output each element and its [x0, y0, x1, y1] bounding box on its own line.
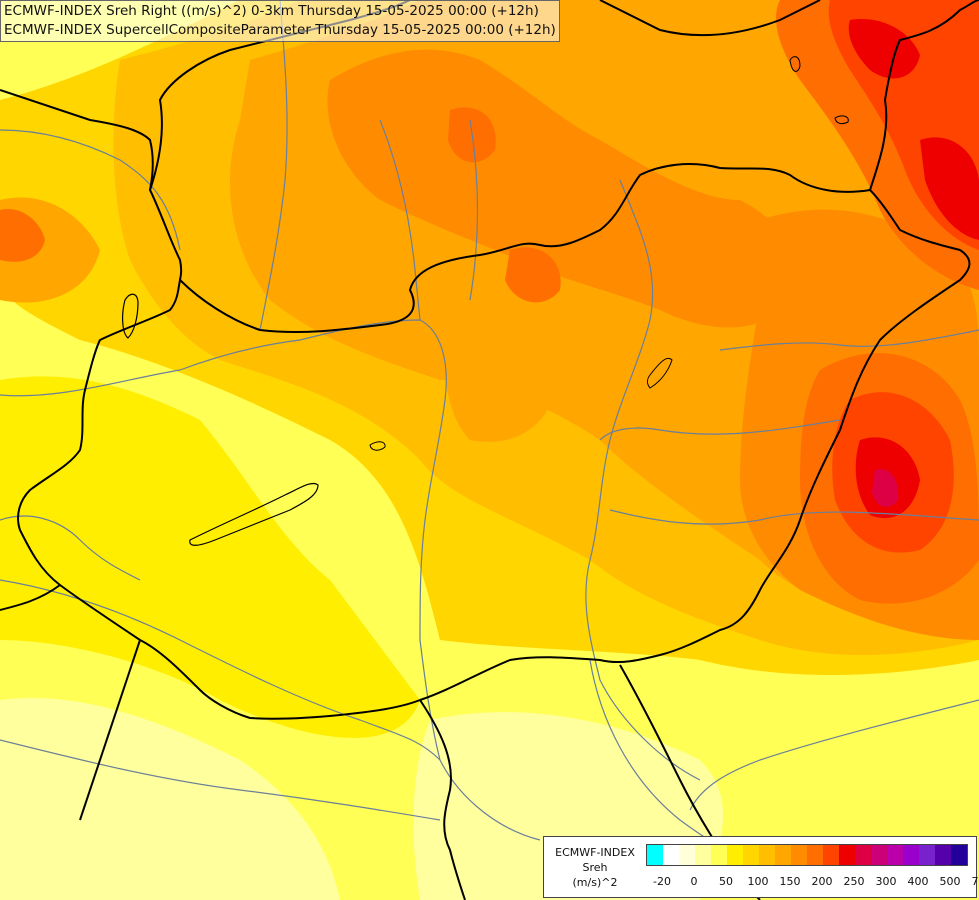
river-maros [609, 509, 979, 525]
legend-tick-label: 100 [747, 875, 769, 888]
legend-swatch [871, 845, 887, 865]
legend-swatch [935, 845, 951, 865]
field-orange-dark-north [327, 49, 793, 328]
river-morava [259, 0, 288, 331]
lake-small-3 [789, 56, 801, 72]
legend-swatch [807, 845, 823, 865]
legend-swatch [743, 845, 759, 865]
legend-swatch [791, 845, 807, 865]
river-koros [599, 419, 841, 441]
legend-swatch [887, 845, 903, 865]
legend-swatch [839, 845, 855, 865]
map-title-line-2: ECMWF-INDEX SupercellCompositeParameter … [4, 22, 556, 38]
legend-tick-label: 700 [971, 875, 979, 888]
river-vah [379, 119, 421, 321]
legend-swatch [679, 845, 695, 865]
legend-swatch [775, 845, 791, 865]
river-east-south [689, 699, 979, 811]
legend-tick-label: 50 [719, 875, 733, 888]
legend-tick-label: 0 [690, 875, 698, 888]
field-pale-southwest [0, 698, 340, 900]
field-red-orange-west [0, 209, 45, 262]
river-drava [0, 579, 441, 761]
river-mura [0, 515, 141, 581]
legend-ticks: -20 0 50 100 150 200 250 300 400 500 700 [646, 875, 979, 891]
field-red-orange-n2 [505, 247, 561, 303]
legend-tick-label: 500 [939, 875, 961, 888]
field-crimson-east [920, 137, 979, 240]
legend-title-line-3: (m/s)^2 [572, 876, 618, 889]
legend-swatch [855, 845, 871, 865]
legend-tick-label: 400 [907, 875, 929, 888]
lake-balaton [189, 482, 319, 546]
lake-neusiedl [122, 293, 139, 339]
legend-swatch [727, 845, 743, 865]
legend-swatches [646, 844, 968, 866]
border-ukraine [869, 0, 979, 191]
legend-title-line-2: Sreh [582, 861, 608, 874]
map-title-box: ECMWF-INDEX Sreh Right ((m/s)^2) 0-3km T… [0, 0, 560, 42]
legend-swatch [759, 845, 775, 865]
river-szamos [719, 329, 979, 351]
legend-tick-label: 300 [875, 875, 897, 888]
legend-tick-label: -20 [653, 875, 671, 888]
river-sava [0, 739, 441, 821]
border-croatia-south [419, 699, 466, 900]
lake-small-4 [834, 115, 849, 125]
legend-swatch [663, 845, 679, 865]
border-bosnia [79, 639, 141, 821]
legend-swatch [695, 845, 711, 865]
legend-swatch [951, 845, 967, 865]
legend-title-line-1: ECMWF-INDEX [555, 846, 635, 859]
field-yellow-west [0, 376, 420, 738]
legend-tick-label: 200 [811, 875, 833, 888]
legend-swatch [711, 845, 727, 865]
river-danube [0, 319, 541, 841]
lake-small-2 [646, 357, 673, 389]
river-tisza [585, 179, 701, 781]
legend-tick-label: 150 [779, 875, 801, 888]
river-west [0, 129, 181, 251]
legend-tick-label: 250 [843, 875, 865, 888]
border-poland [599, 0, 821, 37]
border-slovenia [0, 584, 61, 611]
field-magenta-southeast [872, 469, 899, 507]
map-title-line-1: ECMWF-INDEX Sreh Right ((m/s)^2) 0-3km T… [4, 3, 539, 19]
legend-title: ECMWF-INDEX Sreh (m/s)^2 [548, 845, 642, 890]
color-legend: ECMWF-INDEX Sreh (m/s)^2 -20 0 50 100 150 200… [543, 836, 979, 898]
border-austria [0, 89, 183, 281]
legend-swatch [647, 845, 663, 865]
border-hungary [17, 163, 971, 720]
lake-small-1 [369, 441, 386, 451]
field-orange-central [444, 298, 560, 442]
legend-swatch [903, 845, 919, 865]
legend-swatch [823, 845, 839, 865]
legend-swatch [919, 845, 935, 865]
field-crimson-northeast [848, 19, 920, 79]
river-hron [469, 119, 479, 301]
